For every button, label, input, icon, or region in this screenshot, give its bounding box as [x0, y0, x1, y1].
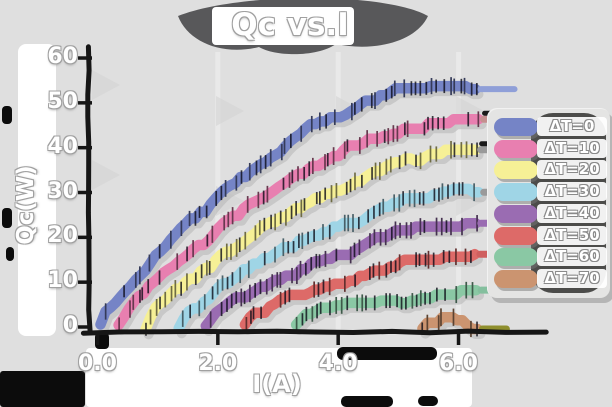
ink-blob — [6, 247, 14, 261]
legend-swatch — [494, 226, 538, 245]
legend-item: ΔT=60 — [487, 247, 610, 267]
y-tick-label: 0 — [62, 313, 78, 338]
ink-blob — [2, 106, 12, 124]
legend-label: ΔT=40 — [537, 203, 607, 223]
title-background-box — [212, 7, 354, 45]
legend-item: ΔT=20 — [487, 160, 610, 180]
legend-swatch — [494, 204, 538, 223]
legend-item: ΔT=10 — [487, 138, 610, 159]
ink-blob — [341, 396, 393, 407]
grid-shadow-artifact — [216, 96, 244, 126]
legend-swatch — [494, 118, 538, 136]
x-tick-label: 2.0 — [198, 351, 238, 376]
series-line — [200, 218, 482, 332]
series-dt-40 — [200, 215, 509, 336]
grid-shadow-artifact — [92, 160, 120, 190]
x-axis-label: I(A) — [252, 370, 302, 398]
series-line — [173, 183, 484, 334]
series-shadow — [143, 149, 484, 340]
series-dt-0 — [95, 77, 518, 335]
legend-label: ΔT=0 — [537, 117, 607, 136]
y-tick-label: 40 — [47, 133, 78, 159]
grid-shadow-artifact — [92, 70, 120, 100]
series-shadow — [176, 188, 487, 339]
legend-item: ΔT=40 — [487, 203, 610, 224]
series-line — [417, 311, 483, 335]
ink-blob — [418, 396, 438, 406]
legend: ΔT=0 ΔT=10 ΔT=20 ΔT=30 ΔT=40 ΔT=50 ΔT=60 ΔT=70 — [487, 108, 610, 298]
legend-swatch — [494, 183, 538, 202]
legend-label: ΔT=60 — [537, 247, 607, 267]
ink-blob — [2, 208, 12, 228]
y-tick-label: 60 — [47, 44, 78, 70]
x-tick-label: 6.0 — [439, 351, 478, 376]
legend-swatch — [494, 269, 538, 288]
legend-item: ΔT=70 — [487, 268, 610, 289]
series-dt-50 — [239, 248, 508, 335]
y-tick-label: 10 — [47, 268, 78, 294]
title-area: Qc vs.I — [160, 0, 452, 62]
legend-label: ΔT=50 — [537, 225, 607, 245]
y-tick-label: 30 — [47, 178, 78, 204]
x-tick-label: 4.0 — [318, 351, 358, 376]
x-tick-label: 0.0 — [78, 351, 117, 376]
ink-blob — [337, 347, 437, 360]
y-tick-label: 20 — [47, 223, 78, 249]
ytick-background-strip — [18, 44, 56, 336]
legend-label: ΔT=10 — [537, 138, 607, 158]
legend-label: ΔT=30 — [537, 182, 607, 202]
series-dt-10 — [113, 110, 512, 336]
y-axis-spine — [85, 44, 93, 336]
legend-swatch — [494, 139, 538, 158]
legend-swatch — [494, 161, 538, 180]
series-dt-30 — [173, 182, 512, 339]
legend-item: ΔT=0 — [487, 117, 610, 137]
series-line — [239, 248, 481, 330]
y-tick-label: 50 — [47, 88, 78, 114]
x-axis-spine — [80, 328, 549, 336]
legend-swatch — [494, 248, 538, 267]
y-axis-label: Qc(W) — [13, 165, 39, 245]
xtick-background-strip — [86, 348, 472, 407]
legend-item: ΔT=50 — [487, 225, 610, 246]
series-line — [95, 80, 481, 330]
chart-title: Qc vs.I — [231, 7, 349, 43]
legend-label: ΔT=20 — [537, 160, 607, 180]
legend-item: ΔT=30 — [487, 182, 610, 202]
legend-label: ΔT=70 — [537, 268, 607, 288]
ink-blob — [58, 396, 84, 407]
